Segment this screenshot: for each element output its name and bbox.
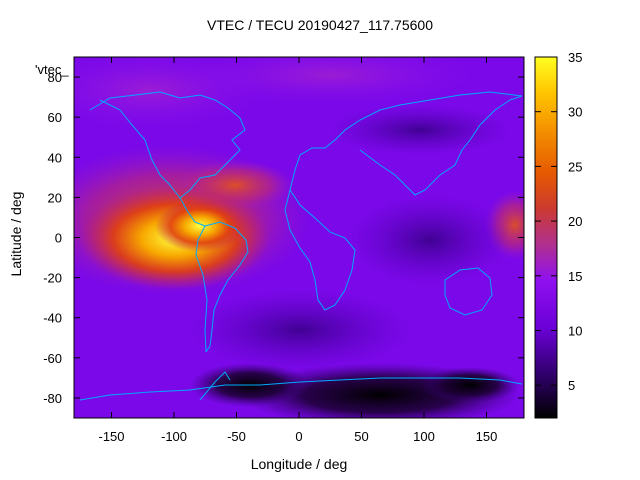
y-tick-label: 80 xyxy=(48,70,62,85)
coastline-north-america-west xyxy=(99,99,181,199)
y-tick-label: -80 xyxy=(43,391,62,406)
chart-title: VTEC / TECU 20190427_117.75600 xyxy=(207,17,433,33)
y-tick-label: 60 xyxy=(48,110,62,125)
coastline-north-america xyxy=(89,91,246,227)
coastline-europe xyxy=(289,104,401,191)
x-tick-label: -150 xyxy=(98,429,124,444)
coastline-south-america xyxy=(204,221,249,353)
heatmap-layer xyxy=(74,57,524,418)
colorbar-ticks: 5 10 15 20 25 30 35 xyxy=(535,50,582,393)
colorbar-tick-label: 20 xyxy=(568,214,582,229)
x-axis-label: Longitude / deg xyxy=(250,456,348,472)
legend-key: 'vtec_ xyxy=(35,62,69,77)
y-tick-label: 0 xyxy=(55,231,62,246)
y-tick-label: 20 xyxy=(48,190,62,205)
heatmap-blob-antarctic-3 xyxy=(420,367,520,403)
coastline-siberia xyxy=(399,91,523,106)
y-tick-label: -40 xyxy=(43,311,62,326)
heatmap-blob-north-dim xyxy=(330,105,510,155)
x-axis-ticks: -150 -100 -50 0 50 100 150 xyxy=(98,57,497,444)
x-tick-label: 150 xyxy=(476,429,498,444)
x-tick-label: 50 xyxy=(354,429,368,444)
y-tick-label: -20 xyxy=(43,271,62,286)
coastline-asia xyxy=(359,95,523,196)
coastline-antarctic-peninsula xyxy=(199,371,231,401)
coastline-australia xyxy=(444,267,493,316)
heatmap-blob-south-dim xyxy=(190,290,410,370)
colorbar-tick-label: 25 xyxy=(568,159,582,174)
x-tick-label: 0 xyxy=(295,429,302,444)
heatmap-blob-core xyxy=(155,200,245,252)
y-tick-label: 40 xyxy=(48,150,62,165)
coastline-south-america-west xyxy=(195,225,208,353)
colorbar-tick-label: 15 xyxy=(568,269,582,284)
colorbar-tick-label: 10 xyxy=(568,323,582,338)
x-tick-label: 100 xyxy=(413,429,435,444)
x-tick-label: -100 xyxy=(161,429,187,444)
coastline-africa xyxy=(284,189,356,311)
coastlines xyxy=(79,91,523,401)
heatmap-blob-asia-dim xyxy=(350,195,510,285)
coastline-antarctica xyxy=(79,377,523,401)
colorbar xyxy=(534,56,558,419)
colorbar-tick-label: 30 xyxy=(568,105,582,120)
y-tick-label: -60 xyxy=(43,351,62,366)
heatmap-blob-north-light-2 xyxy=(180,57,480,105)
x-tick-label: -50 xyxy=(227,429,246,444)
colorbar-tick-label: 35 xyxy=(568,50,582,65)
colorbar-tick-label: 5 xyxy=(568,378,575,393)
y-axis-ticks: -80 -60 -40 -20 0 20 40 60 80 xyxy=(43,70,524,406)
